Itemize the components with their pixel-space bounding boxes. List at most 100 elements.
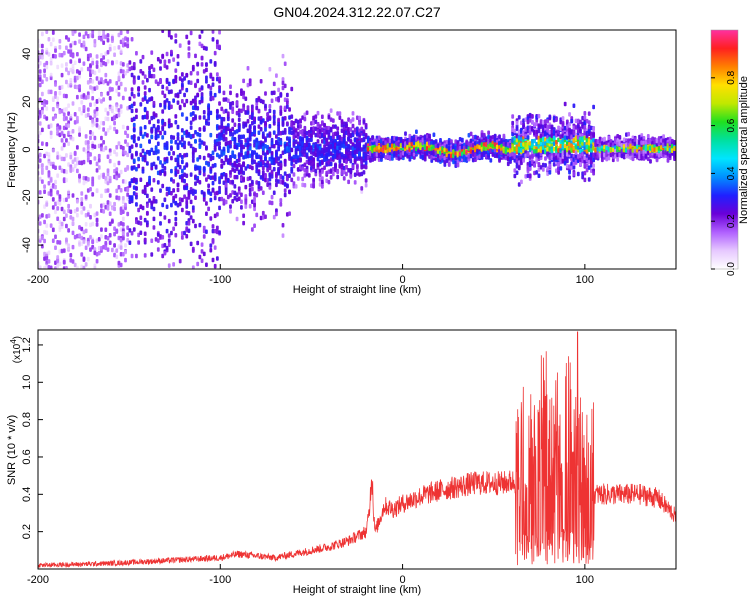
heatmap-cell [342,158,346,163]
heatmap-cell [272,90,276,96]
heatmap-cell [257,180,261,186]
heatmap-cell [187,80,191,85]
heatmap-cell [430,150,434,156]
heatmap-cell [115,195,119,200]
heatmap-cell [218,179,221,185]
heatmap-cell [124,36,127,41]
heatmap-cell [515,164,519,169]
heatmap-cell [104,176,108,181]
heatmap-cell [318,182,322,187]
heatmap-cell [517,160,521,165]
heatmap-cell [80,191,84,196]
heatmap-cell [110,60,114,65]
heatmap-cell [557,161,561,167]
heatmap-cell [323,132,326,138]
heatmap-cell [180,128,184,133]
heatmap-cell [167,89,171,95]
heatmap-cell [135,166,138,172]
heatmap-cell [316,133,320,138]
heatmap-cell [294,159,298,165]
heatmap-cell [229,180,232,185]
heatmap-cell [176,169,180,175]
heatmap-cell [95,259,99,264]
heatmap-cell [161,126,165,132]
heatmap-cell [202,155,206,161]
heatmap-cell [82,147,86,152]
heatmap-cell [235,129,239,134]
heatmap-cell [174,221,178,227]
heatmap-cell [327,179,331,185]
heatmap-cell [487,130,491,135]
heatmap-cell [97,143,101,149]
heatmap-cell [139,230,143,236]
heatmap-cell [115,228,119,234]
heatmap-cell [200,43,204,49]
heatmap-cell [285,146,289,151]
heatmap-cell [552,152,556,158]
heatmap-cell [211,82,215,87]
heatmap-cell [283,97,287,102]
heatmap-cell [329,135,333,141]
heatmap-cell [351,164,355,169]
heatmap-cell [253,223,256,229]
heatmap-cell [408,157,412,162]
heatmap-cell [97,175,101,180]
heatmap-cell [323,144,326,149]
heatmap-cell [148,179,151,185]
heatmap-cell [45,151,49,157]
heatmap-cell [255,101,259,107]
heatmap-cell [154,127,158,132]
heatmap-cell [121,124,125,130]
heatmap-cell [172,78,176,84]
heatmap-cell [338,159,342,164]
heatmap-cell [535,121,539,127]
heatmap-cell [51,238,55,243]
heatmap-cell [95,222,99,227]
heatmap-cell [126,152,130,158]
heatmap-cell [336,135,340,141]
heatmap-cell [43,99,46,104]
heatmap-cell [56,151,60,156]
heatmap-cell [277,131,281,136]
heatmap-cell [340,163,344,168]
heatmap-cell [213,263,217,269]
heatmap-cell [246,110,250,115]
heatmap-cell [224,199,228,205]
heatmap-cell [277,136,281,142]
heatmap-cell [526,116,530,121]
heatmap-cell [364,160,368,166]
heatmap-cell [441,154,445,159]
heatmap-cell [283,182,287,187]
heatmap-cell [198,144,202,150]
heatmap-cell [187,228,191,233]
heatmap-cell [150,134,154,140]
heatmap-cell [178,140,182,145]
heatmap-cell [369,141,372,147]
heatmap-cell [115,113,119,119]
heatmap-cell [152,114,156,120]
heatmap-cell [51,164,55,169]
heatmap-cell [242,144,246,150]
heatmap-cell [191,105,195,110]
heatmap-cell [108,201,112,206]
heatmap-cell [255,154,259,159]
heatmap-cell [45,60,49,66]
heatmap-cell [84,262,88,267]
heatmap-cell [331,124,335,129]
heatmap-cell [170,139,173,144]
heatmap-cell [141,134,145,139]
heatmap-cell [165,51,169,57]
heatmap-cell [110,116,114,122]
heatmap-cell [275,211,278,217]
heatmap-cell [126,105,130,111]
heatmap-cell [110,35,114,41]
heatmap-cell [388,142,392,148]
spectrogram-heatmap [38,30,676,269]
heatmap-cell [67,37,71,42]
heatmap-cell [469,149,473,154]
heatmap-cell [128,181,132,186]
heatmap-cell [382,140,386,146]
heatmap-cell [213,195,217,201]
heatmap-cell [515,133,519,139]
heatmap-cell [264,121,267,126]
